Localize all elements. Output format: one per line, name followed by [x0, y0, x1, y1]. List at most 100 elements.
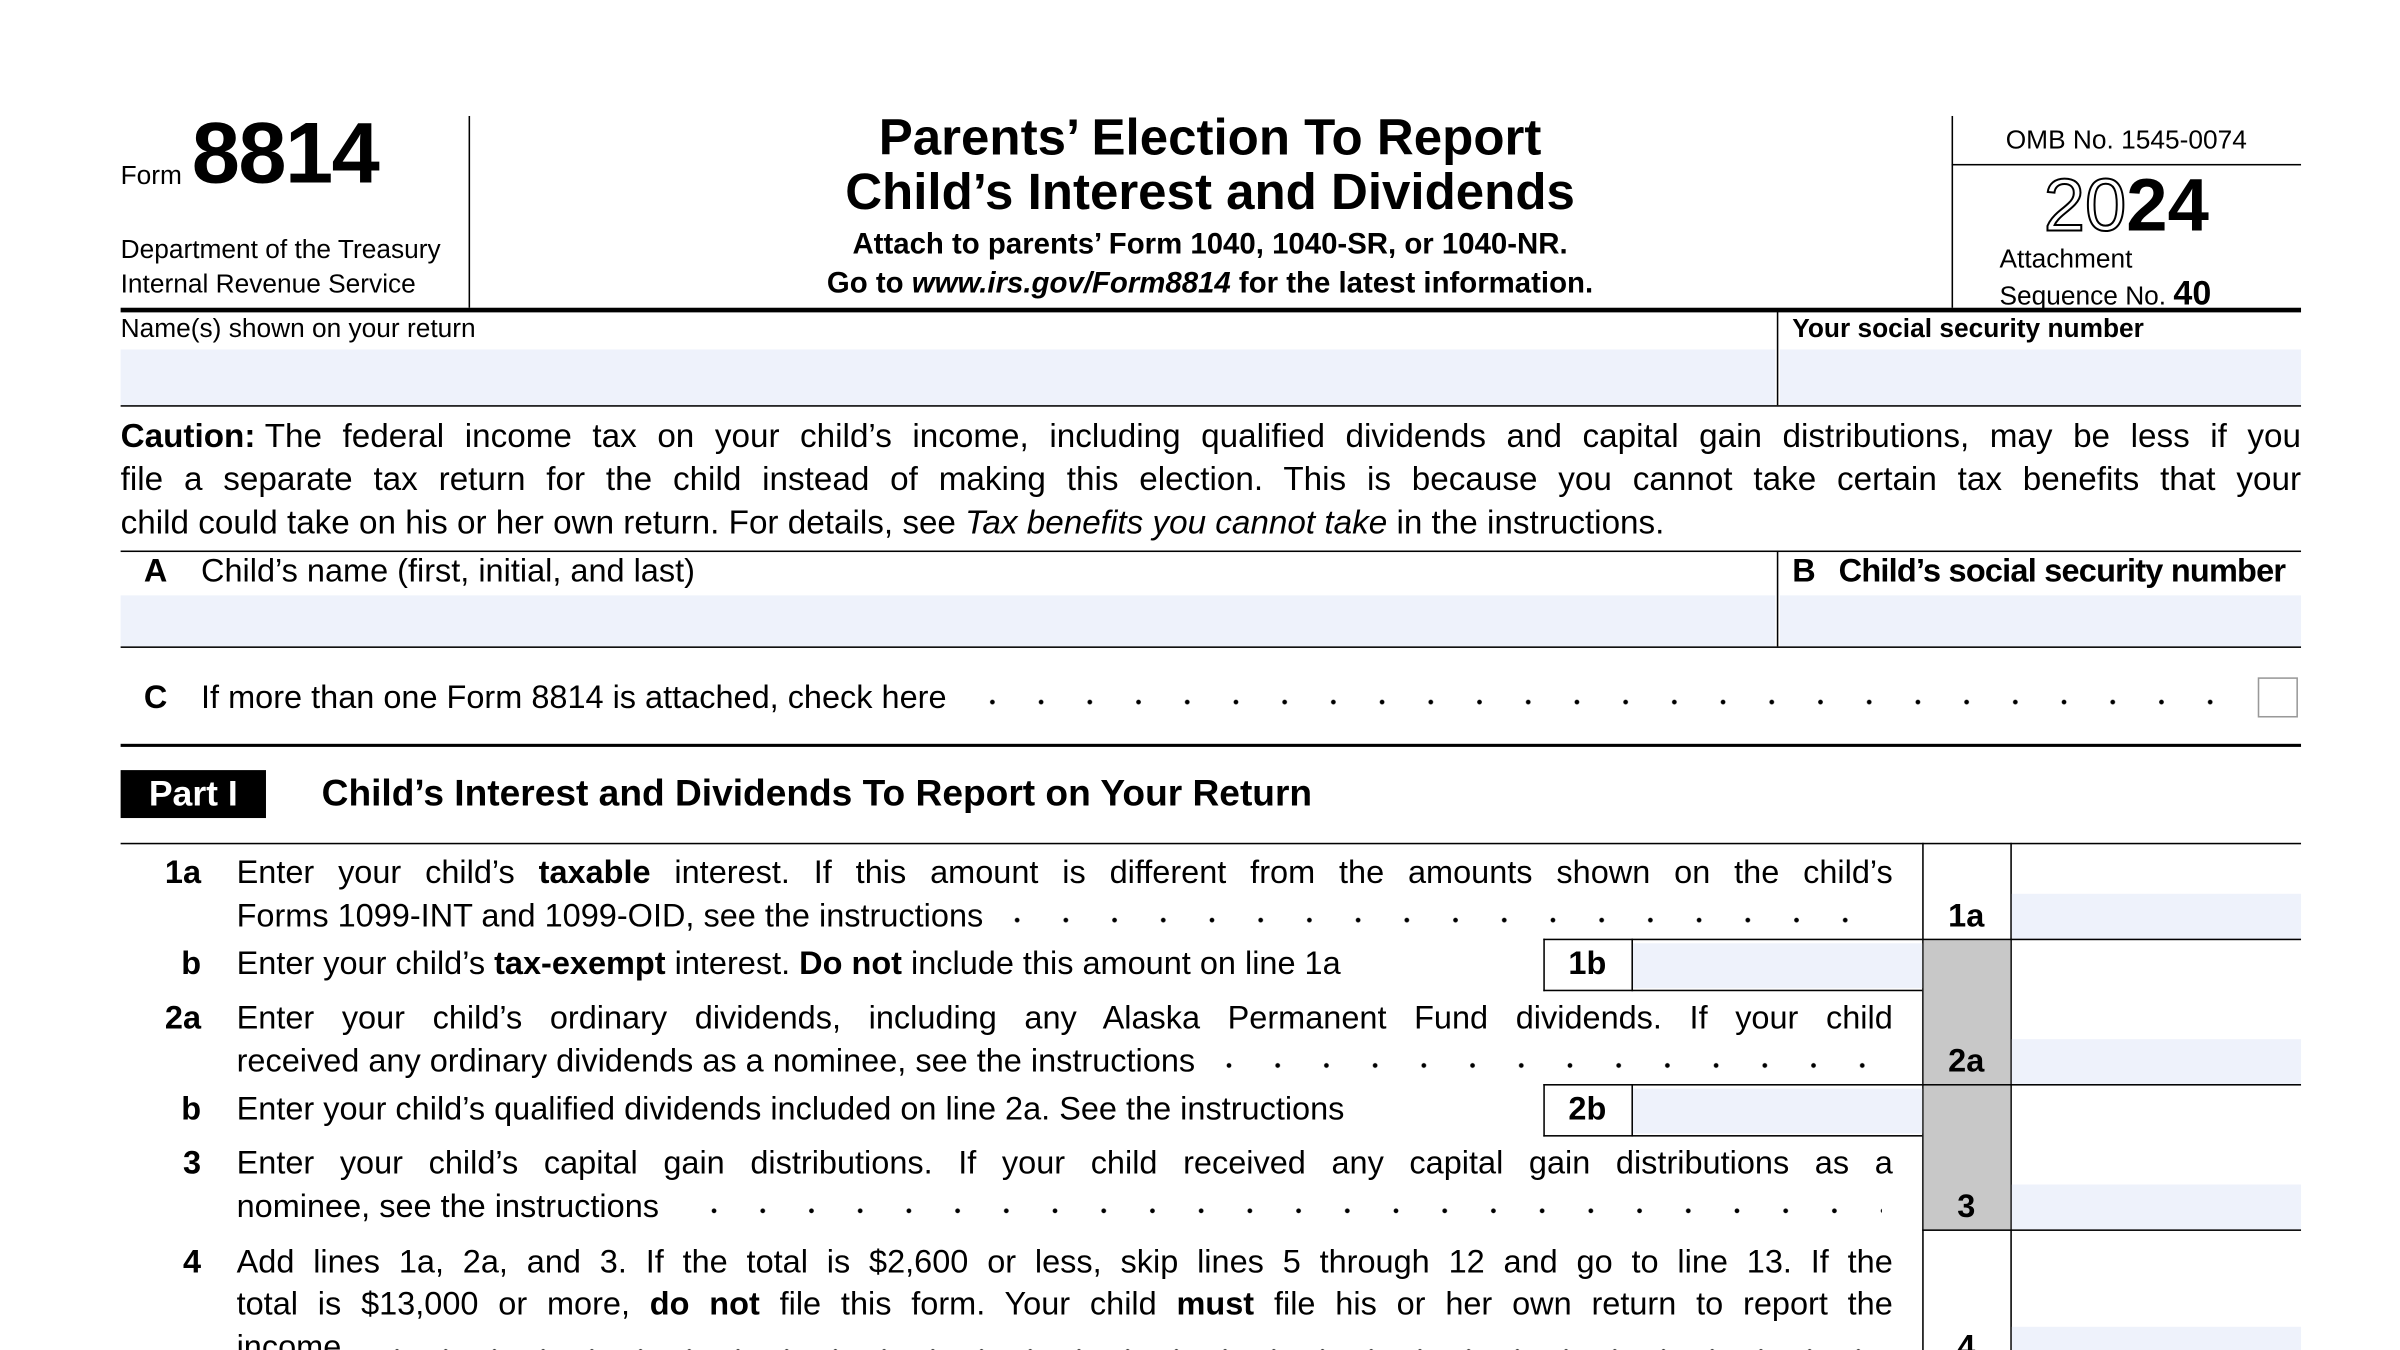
divider	[1543, 1135, 1923, 1138]
line-text: Forms 1099-INT and 1099-OID, see the ins…	[237, 897, 1882, 937]
caution-row: child could take on his or her own retur…	[121, 501, 1665, 544]
leader	[372, 1345, 1882, 1350]
part-badge: Part I	[120, 770, 266, 819]
text: include this amount on line 1a	[901, 946, 1341, 982]
amount-input[interactable]	[2011, 893, 2302, 939]
box-label: 3	[1957, 1189, 1976, 1225]
text: interest.	[665, 946, 800, 982]
omb: OMB No. 1545-0074	[2005, 125, 2247, 155]
divider	[120, 307, 2302, 312]
text: in the instructions.	[1387, 504, 1665, 542]
divider	[1543, 938, 1923, 941]
line-text: income	[237, 1328, 1882, 1350]
text: do not	[649, 1286, 760, 1323]
text: child could take on his or her own retur…	[120, 504, 966, 542]
form-label: Form	[120, 160, 182, 191]
attach-note: Attach to parents’ Form 1040, 1040-SR, o…	[852, 228, 1568, 262]
text: tax-exempt	[494, 946, 666, 982]
child-name-input[interactable]	[120, 595, 1776, 647]
letter: B	[1792, 553, 1816, 590]
caution-label: Caution:	[120, 417, 256, 455]
text: nominee, see the instructions	[236, 1189, 660, 1225]
text: file this form. Your child	[759, 1286, 1177, 1323]
amount-input[interactable]	[2011, 1184, 2302, 1230]
line-text: received any ordinary dividends as a nom…	[237, 1042, 1882, 1082]
title: Child’s Interest and Dividends	[845, 162, 1575, 220]
year-bold: 24	[2126, 165, 2209, 248]
ssn-input[interactable]	[1779, 349, 2302, 406]
attachment: Attachment	[1999, 244, 2133, 274]
caution-row: Caution: The federal income tax on your …	[121, 414, 2301, 457]
line-number: 4	[182, 1244, 202, 1281]
check-row: If more than one Form 8814 is attached, …	[201, 679, 2235, 719]
title: Parents’ Election To Report	[878, 108, 1542, 166]
divider	[1543, 1084, 1923, 1087]
line-number: 1a	[164, 855, 202, 891]
line-text: total is $13,000 or more, do not file th…	[237, 1285, 1893, 1325]
name-input[interactable]	[120, 349, 1776, 406]
amount-input[interactable]	[2011, 1326, 2302, 1350]
form-number: 8814	[191, 103, 380, 202]
line-text: nominee, see the instructions	[237, 1188, 1882, 1228]
box-label: 1b	[1568, 946, 1607, 982]
line-number: 3	[182, 1145, 202, 1182]
amount-input[interactable]	[1632, 943, 1923, 989]
line-text: Add lines 1a, 2a, and 3. If the total is…	[236, 1244, 1893, 1281]
text: Enter your child’s	[236, 855, 539, 891]
field-label: Child’s social security number	[1838, 553, 2286, 590]
text: The federal income tax on your child’s i…	[264, 417, 2302, 455]
text: interest. If this amount is different fr…	[650, 855, 1893, 891]
divider	[1922, 938, 2302, 941]
leader	[992, 913, 1882, 927]
year-light: 20	[2043, 164, 2128, 248]
divider	[1776, 550, 1779, 647]
divider	[120, 646, 2302, 649]
leader	[968, 695, 2235, 709]
amount-input[interactable]	[1632, 1088, 1923, 1134]
text: Go to	[826, 267, 912, 300]
text: received any ordinary dividends as a nom…	[236, 1043, 1196, 1080]
shaded-cell	[1923, 1085, 2011, 1231]
url: www.irs.gov/Form8814	[911, 267, 1231, 300]
text: Tax benefits you cannot take	[965, 504, 1388, 542]
amount-input[interactable]	[2011, 1039, 2302, 1085]
line-text: Enter your child’s tax-exempt interest. …	[237, 945, 1341, 985]
sequence: Sequence No. 40	[1999, 274, 2211, 314]
divider	[1543, 1084, 1546, 1137]
line-text: Enter your child’s capital gain distribu…	[236, 1145, 1893, 1182]
field-label: Name(s) shown on your return	[120, 313, 476, 344]
divider	[1922, 1229, 2302, 1232]
line-number: b	[181, 946, 202, 982]
divider	[1922, 842, 1925, 1350]
leader	[1204, 1059, 1882, 1072]
divider	[1543, 989, 1923, 992]
divider	[120, 743, 2302, 747]
divider	[120, 842, 2302, 845]
line-text: Enter your child’s ordinary dividends, i…	[236, 1000, 1893, 1037]
text: income	[236, 1329, 342, 1350]
divider	[1631, 1084, 1634, 1137]
shaded-cell	[1923, 940, 2011, 1086]
box-label: 2a	[1948, 1043, 1985, 1080]
text: Enter your child’s	[236, 946, 495, 982]
line-number: b	[181, 1091, 202, 1128]
child-ssn-input[interactable]	[1779, 595, 2302, 647]
divider	[120, 550, 2302, 553]
agency: Internal Revenue Service	[120, 269, 416, 299]
year: 2024	[1952, 164, 2301, 251]
leader	[689, 1204, 1882, 1218]
text: total is $13,000 or more,	[236, 1286, 650, 1323]
sequence-number: 40	[2173, 273, 2212, 313]
department: Department of the Treasury	[120, 235, 441, 265]
goto-note: Go to www.irs.gov/Form8814 for the lates…	[469, 268, 1952, 302]
divider	[468, 115, 471, 308]
divider	[1951, 163, 2302, 166]
checkbox[interactable]	[2257, 677, 2298, 718]
divider	[2010, 842, 2013, 1350]
text: Forms 1099-INT and 1099-OID, see the ins…	[236, 898, 984, 935]
text: Sequence No.	[1999, 281, 2167, 311]
caution-row: file a separate tax return for the child…	[120, 460, 2302, 498]
box-label: 4	[1957, 1329, 1976, 1350]
divider	[1922, 1084, 2302, 1087]
